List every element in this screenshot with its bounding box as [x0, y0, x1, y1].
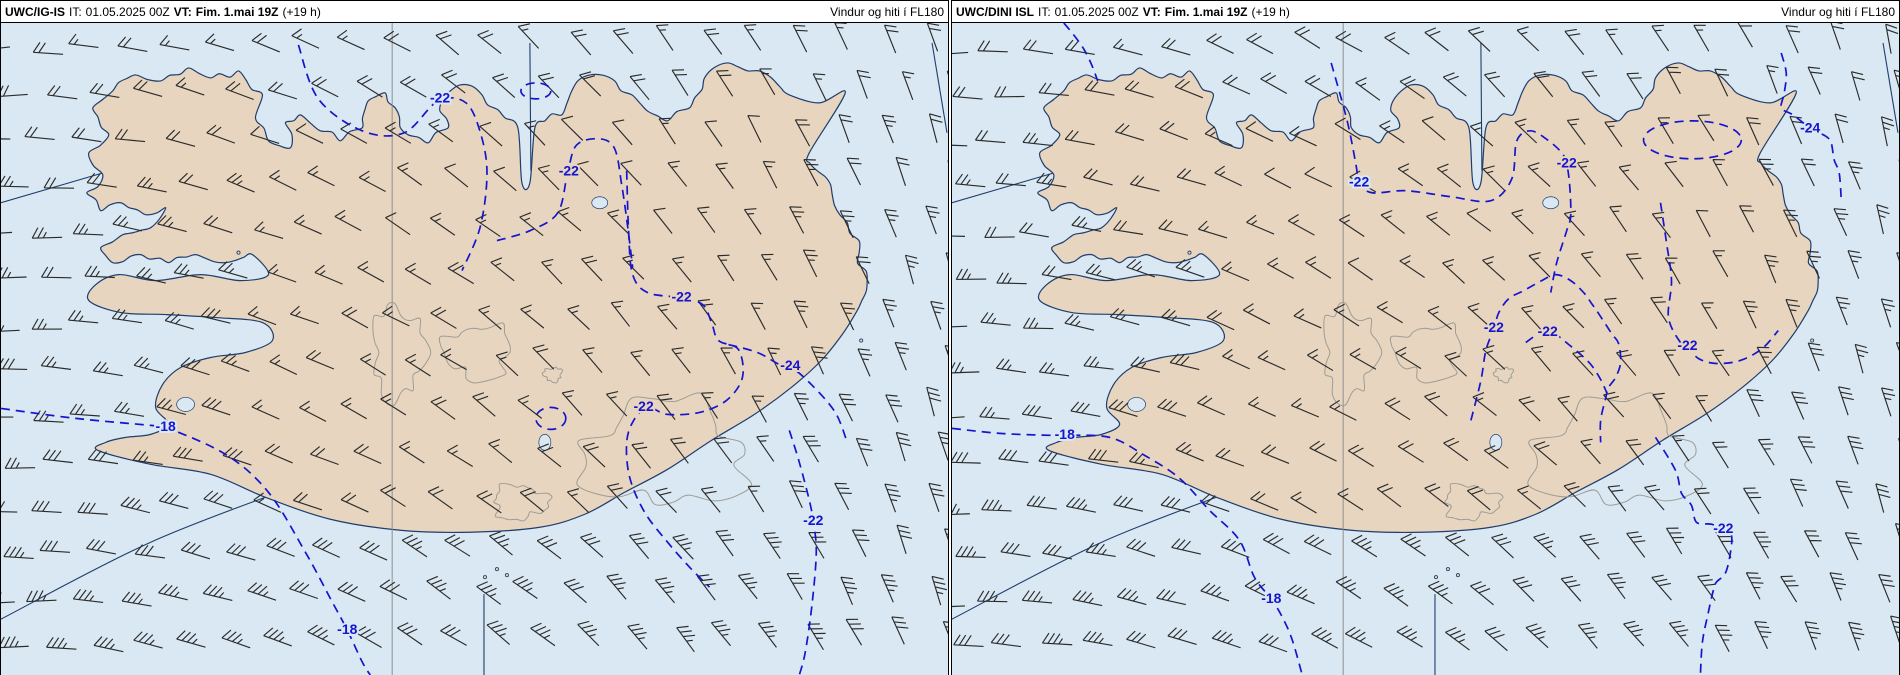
isotherm-contour	[520, 82, 552, 100]
product-title: Vindur og hiti í FL180	[830, 4, 944, 19]
isotherm-label: -22	[1677, 337, 1697, 353]
isotherm-contour	[297, 44, 488, 271]
isotherm-label: -22	[634, 398, 654, 414]
issue-time: 01.05.2025 00Z	[85, 4, 170, 19]
wind-barb-field	[952, 23, 1899, 653]
lead-time: (+19 h)	[1251, 4, 1290, 19]
product-title: Vindur og hiti í FL180	[1781, 4, 1895, 19]
valid-time: Fim. 1.mai 19Z	[1164, 4, 1248, 19]
wind-barb-field	[1, 23, 948, 653]
isotherm-contour	[496, 137, 634, 268]
glacier-outline-langjokull	[372, 301, 432, 407]
isotherm-label: -22	[671, 288, 691, 304]
panel-header: UWC/IG-IS IT: 01.05.2025 00Z VT: Fim. 1.mai …	[1, 1, 948, 23]
isotherm-contour	[535, 406, 567, 431]
glacier-outline-vatnajokull	[1527, 392, 1703, 506]
isotherm-contour	[1470, 273, 1622, 443]
isotherm-label: -22	[559, 162, 579, 178]
valid-time: Fim. 1.mai 19Z	[195, 4, 279, 19]
glacier-outline-myrdalsjokull	[1444, 482, 1504, 522]
isotherm-contour	[1780, 52, 1842, 198]
isotherm-contour	[952, 427, 1304, 675]
isotherm-label: -18	[1261, 590, 1281, 606]
weather-map-right: -22 -22 -24 -22 -22 -22 -18 -22 -18	[952, 23, 1899, 675]
isotherm-contour	[1525, 331, 1608, 393]
isotherm-contour	[1659, 202, 1779, 365]
isotherm-contour	[788, 430, 818, 675]
isotherm-contour	[1, 407, 371, 675]
isotherm-label: -18	[337, 621, 357, 637]
isotherm-contour	[1330, 62, 1572, 293]
glacier-outline-myrdalsjokull	[493, 482, 553, 522]
header-left: UWC/IG-IS IT: 01.05.2025 00Z VT: Fim. 1.mai …	[5, 5, 325, 19]
panel-uwc-ig-is: UWC/IG-IS IT: 01.05.2025 00Z VT: Fim. 1.mai …	[0, 0, 949, 675]
isotherm-contour	[625, 170, 745, 588]
isotherm-label: -22	[1538, 323, 1558, 339]
isotherm-contour	[728, 343, 849, 443]
valid-label: VT:	[173, 4, 192, 19]
issue-label: IT:	[1038, 4, 1051, 19]
glacier-outline-langjokull	[1323, 301, 1383, 407]
lead-time: (+19 h)	[282, 4, 321, 19]
glacier-outline-tungnafellsjokull	[1492, 366, 1515, 384]
model-name: UWC/IG-IS	[5, 4, 65, 19]
issue-time: 01.05.2025 00Z	[1054, 4, 1139, 19]
panel-header: UWC/DINI ISL IT: 01.05.2025 00Z VT: Fim. 1.m…	[952, 1, 1899, 23]
weather-map-left: -22 -22 -22 -24 -22 -18 -22 -18	[1, 23, 948, 675]
isotherm-label: -22	[1713, 520, 1733, 536]
isotherm-contour	[1063, 23, 1099, 82]
isotherm-label: -22	[1557, 154, 1577, 170]
panel-uwc-dini-isl: UWC/DINI ISL IT: 01.05.2025 00Z VT: Fim. 1.m…	[951, 0, 1900, 675]
isotherm-label: -22	[1484, 319, 1504, 335]
isotherm-label: -22	[430, 90, 450, 106]
valid-label: VT:	[1142, 4, 1161, 19]
model-name: UWC/DINI ISL	[956, 4, 1034, 19]
glacier-outline-tungnafellsjokull	[541, 366, 564, 384]
isotherm-label: -18	[156, 418, 176, 434]
isotherm-contour	[1642, 120, 1743, 160]
isotherm-label: -18	[1055, 426, 1075, 442]
isotherm-label: -24	[780, 357, 800, 373]
isotherm-label: -22	[803, 512, 823, 528]
header-left: UWC/DINI ISL IT: 01.05.2025 00Z VT: Fim. 1.m…	[956, 5, 1294, 19]
isotherm-label: -24	[1800, 120, 1820, 136]
glacier-outline-vatnajokull	[576, 392, 752, 506]
issue-label: IT:	[69, 4, 82, 19]
isotherm-label: -22	[1349, 173, 1369, 189]
glacier-outline-hofsjokull	[1389, 322, 1462, 384]
isotherm-contour	[1654, 436, 1733, 675]
